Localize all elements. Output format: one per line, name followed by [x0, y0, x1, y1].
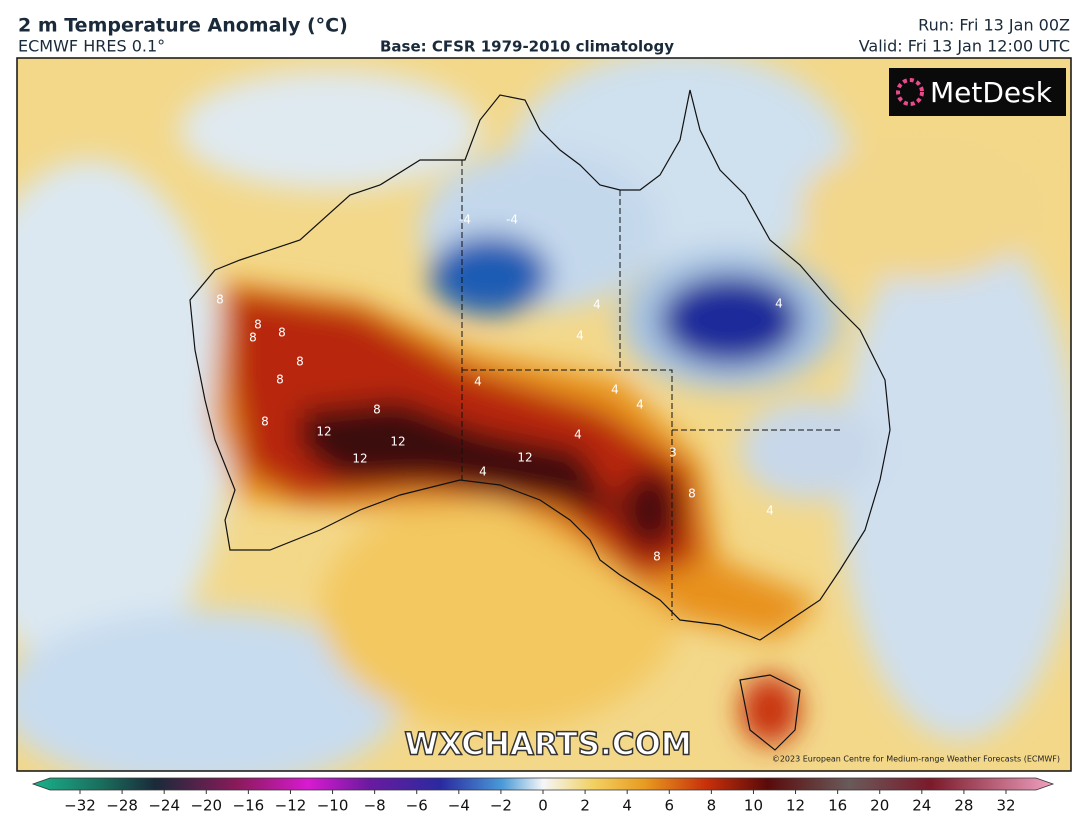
colorbar-tick-label: −8 [364, 797, 386, 815]
colorbar-tick-label: 20 [870, 797, 889, 815]
contour-label: 4 [766, 504, 774, 518]
valid: Valid: Fri 13 Jan 12:00 UTC [859, 37, 1070, 56]
copyright: ©2023 European Centre for Medium-range W… [772, 755, 1060, 764]
contour-label: -4 [506, 213, 518, 227]
colorbar-tick-label: −4 [448, 797, 470, 815]
contour-label: 8 [216, 293, 224, 307]
colorbar-tick-label: 16 [828, 797, 847, 815]
watermark: WXCHARTS.COM [404, 727, 691, 763]
contour-label: 12 [390, 435, 405, 449]
contour-label: 8 [688, 487, 696, 501]
contour-label: 8 [276, 373, 284, 387]
contour-label: 4 [636, 398, 644, 412]
colorbar-tick-label: −16 [233, 797, 265, 815]
colorbar-tick-label: −20 [190, 797, 222, 815]
contour-label: 12 [352, 452, 367, 466]
contour-label: 12 [316, 425, 331, 439]
title: 2 m Temperature Anomaly (°C) [18, 15, 348, 37]
contour-label: 8 [254, 318, 262, 332]
contour-label: 8 [373, 403, 381, 417]
colorbar [31, 777, 1055, 791]
contour-label: 4 [474, 375, 482, 389]
base: Base: CFSR 1979-2010 climatology [380, 38, 674, 56]
colorbar-tick-label: −2 [490, 797, 512, 815]
colorbar-tick-label: −32 [64, 797, 96, 815]
colorbar-tick-label: −24 [148, 797, 180, 815]
colorbar-tick-label: 12 [786, 797, 805, 815]
colorbar-tick-label: 28 [954, 797, 973, 815]
run: Run: Fri 13 Jan 00Z [918, 16, 1070, 35]
colorbar-tick-label: 6 [664, 797, 674, 815]
contour-label: 8 [653, 550, 661, 564]
map-field [17, 58, 1071, 771]
colorbar-tick-label: 24 [912, 797, 931, 815]
contour-label: 4 [611, 383, 619, 397]
logo-box [889, 68, 1066, 116]
model: ECMWF HRES 0.1° [18, 37, 165, 56]
map-frame [16, 57, 1072, 772]
colorbar-tick-label: 8 [707, 797, 717, 815]
colorbar-tick-label: 10 [744, 797, 763, 815]
colorbar-tick-label: −6 [406, 797, 428, 815]
coastlines [189, 89, 891, 751]
colorbar-tick-label: 2 [580, 797, 590, 815]
contour-label: 4 [479, 465, 487, 479]
logo: MetDesk [930, 76, 1053, 109]
contour-label: 4 [593, 298, 601, 312]
colorbar-tick-label: −28 [106, 797, 138, 815]
colorbar-tick-label: 0 [538, 797, 548, 815]
anomaly-blobs [17, 58, 1071, 771]
colorbar-tick-label: −12 [275, 797, 307, 815]
contour-label: 8 [261, 415, 269, 429]
contour-label: -4 [459, 213, 471, 227]
contour-label: 4 [775, 297, 783, 311]
contour-label: 8 [296, 355, 304, 369]
colorbar-tick-label: 4 [622, 797, 632, 815]
colorbar-tick-label: −10 [317, 797, 349, 815]
contour-label: 4 [576, 329, 584, 343]
contour-label: 8 [249, 331, 257, 345]
contour-label: 3 [669, 446, 677, 460]
colorbar-tick-label: 32 [996, 797, 1015, 815]
logo-icon [896, 78, 924, 106]
contour-label: 4 [574, 428, 582, 442]
contour-label: 8 [278, 326, 286, 340]
contour-label: 12 [517, 451, 532, 465]
